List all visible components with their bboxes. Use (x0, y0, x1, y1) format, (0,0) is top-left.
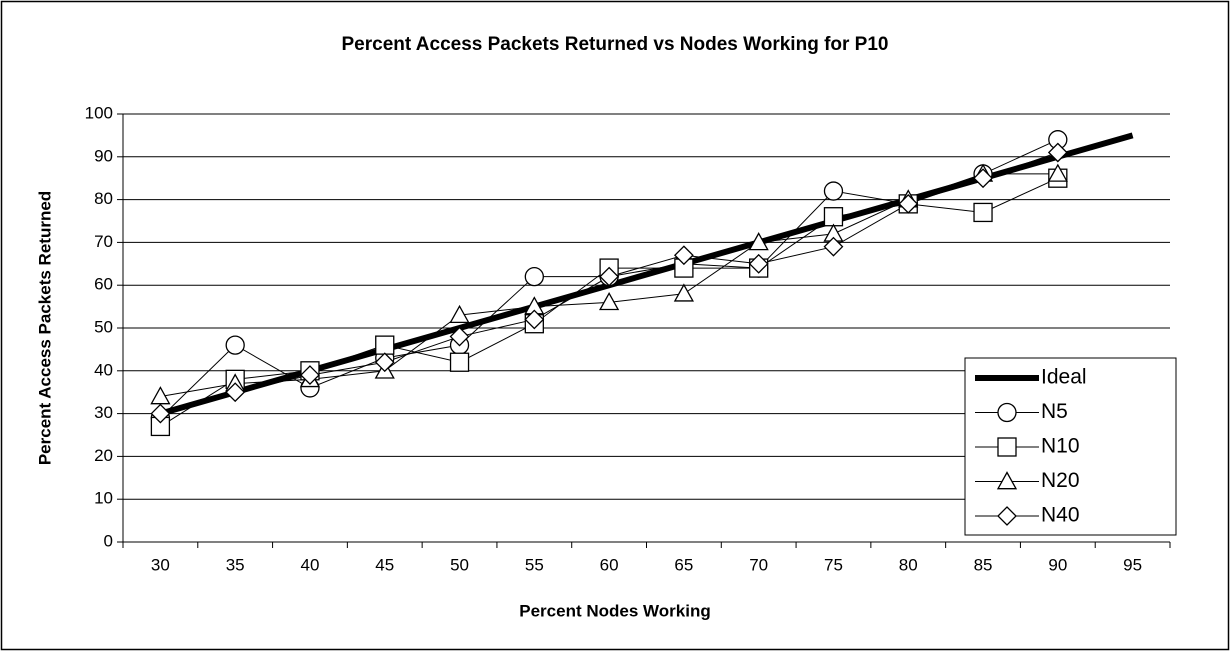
point (375, 335, 395, 355)
legend-marker (997, 437, 1017, 457)
legend-marker (996, 471, 1018, 490)
point (823, 207, 844, 227)
x-tick-label: 70 (749, 555, 768, 574)
point (748, 232, 769, 251)
x-tick-label: 55 (525, 555, 544, 574)
x-tick-label: 85 (974, 555, 993, 574)
point (225, 382, 246, 403)
point (225, 335, 245, 355)
x-axis-title: Percent Nodes Working (519, 601, 710, 620)
point (150, 403, 171, 424)
legend-label: N10 (1041, 435, 1080, 458)
x-tick-label: 65 (674, 555, 693, 574)
legend-marker (997, 506, 1017, 526)
point (449, 304, 470, 324)
x-tick-label: 90 (1048, 555, 1067, 574)
point (823, 181, 844, 201)
chart-title: Percent Access Packets Returned vs Nodes… (342, 34, 889, 55)
point (1047, 142, 1068, 163)
y-tick-label: 40 (94, 360, 113, 379)
point (300, 365, 320, 385)
y-tick-label: 80 (94, 189, 113, 208)
legend-label: N20 (1041, 469, 1080, 492)
point (449, 352, 470, 372)
point (973, 168, 993, 189)
legend-label: N40 (1041, 504, 1080, 527)
point (449, 326, 470, 347)
x-tick-label: 30 (151, 555, 170, 574)
legend-label: Ideal (1041, 366, 1087, 389)
y-tick-label: 70 (94, 232, 113, 251)
point (524, 309, 545, 330)
y-tick-label: 20 (94, 446, 113, 465)
x-tick-label: 95 (1123, 555, 1142, 574)
x-tick-label: 40 (301, 555, 320, 574)
y-tick-label: 30 (94, 403, 113, 422)
point (524, 266, 544, 287)
point (823, 236, 844, 257)
series-line (159, 132, 1134, 417)
x-tick-label: 45 (375, 555, 394, 574)
y-tick-label: 90 (94, 146, 113, 165)
y-tick-label: 60 (94, 275, 113, 294)
y-tick-label: 0 (104, 531, 113, 550)
legend-label: N5 (1041, 400, 1068, 423)
point (898, 193, 919, 214)
point (150, 386, 171, 405)
y-axis-title: Percent Access Packets Returned (35, 191, 54, 465)
point (599, 291, 620, 311)
point (673, 283, 694, 302)
x-tick-label: 35 (226, 555, 245, 574)
point (1047, 163, 1068, 182)
point (748, 253, 769, 274)
point (599, 266, 620, 287)
legend-marker (997, 402, 1017, 423)
y-tick-label: 50 (94, 317, 113, 336)
point (673, 245, 694, 266)
x-tick-label: 75 (824, 555, 843, 574)
y-tick-label: 100 (85, 103, 113, 122)
point (973, 202, 993, 223)
x-tick-label: 80 (899, 555, 918, 574)
x-tick-label: 50 (450, 555, 469, 574)
y-tick-label: 10 (94, 489, 113, 508)
point (374, 352, 395, 373)
x-tick-label: 60 (600, 555, 619, 574)
